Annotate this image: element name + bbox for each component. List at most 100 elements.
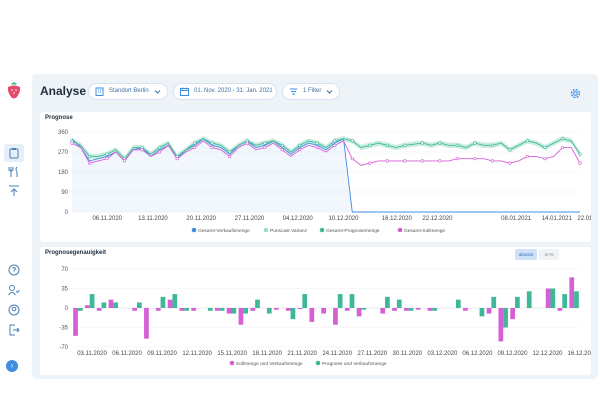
x-tick-label: 18.11.2020 [252, 351, 282, 357]
x-tick-label: 22.01.2021 [577, 216, 591, 222]
filter-dropdown[interactable]: 1 Filter [282, 83, 340, 100]
target-line-point [315, 145, 319, 150]
target-line-point [157, 150, 162, 154]
logout-icon[interactable] [8, 324, 20, 336]
forecast-sales-bar [562, 294, 568, 308]
target-sales-bar [238, 308, 244, 325]
target-line-point [455, 157, 459, 161]
x-tick-label: 10.12.2020 [328, 216, 359, 222]
forecast-line [71, 138, 581, 160]
calendar-icon [180, 87, 189, 96]
target-line-point [245, 141, 249, 145]
settings-gear-icon[interactable] [570, 86, 581, 99]
sidebar: › [0, 0, 28, 400]
forecast-sales-bar [89, 294, 95, 308]
target-line-point [122, 159, 127, 163]
x-tick-label: 06.12.2020 [462, 351, 493, 357]
forecast-line-point [210, 141, 214, 145]
forecast-line-point [193, 141, 197, 145]
target-sales-bar [274, 308, 279, 310]
sales-line [71, 137, 580, 213]
x-tick-label: 13.11.2020 [138, 216, 168, 222]
forecast-line-point [560, 137, 565, 141]
legend-swatch [229, 360, 235, 366]
forecast-sales-bar [231, 308, 237, 314]
forecast-line-point [473, 141, 477, 145]
target-sales-bar [144, 308, 149, 339]
target-sales-bar [250, 308, 256, 311]
clipboard-icon[interactable] [8, 147, 20, 159]
target-sales-bar [155, 308, 161, 311]
forecast-sales-bar [432, 308, 438, 311]
x-tick-label: 12.11.2020 [182, 351, 212, 357]
forecast-sales-bar [219, 308, 225, 311]
fork-knife-icon[interactable] [8, 166, 20, 178]
legend-label: Gesamt-Sollmenge [404, 228, 445, 234]
y-tick-label: -70 [59, 345, 68, 351]
forecast-line-point [263, 141, 267, 145]
expand-sidebar-button[interactable]: › [6, 360, 18, 372]
target-line-point [368, 161, 372, 165]
forecast-sales-bar [515, 296, 520, 308]
accuracy-card: Prognosegenauigkeit absolut in % 70 35 0 -3… [40, 247, 591, 375]
target-line-point [543, 157, 547, 161]
target-sales-bar [427, 308, 433, 311]
actual-area [72, 138, 580, 212]
target-sales-bar [510, 308, 516, 320]
forecast-sales-bar [184, 308, 189, 311]
target-line-point [228, 154, 232, 159]
target-sales-bar [132, 308, 137, 311]
legend-label: Sollmenge und Verkaufsmenge [236, 361, 303, 367]
legend-label: Prognose und Verkaufsmenge [322, 361, 387, 367]
x-tick-label: 14.01.2021 [542, 216, 573, 222]
forecast-sales-bar [172, 294, 178, 308]
target-sales-bar [226, 308, 232, 314]
x-tick-label: 06.11.2020 [92, 216, 122, 222]
location-dropdown[interactable]: Standort Berlin [88, 83, 168, 100]
target-sales-bar [356, 308, 362, 317]
date-range-picker[interactable]: 01. Nov. 2020 - 31. Jan. 2021 [173, 83, 277, 100]
x-tick-label: 21.11.2020 [287, 351, 317, 357]
forecast-sales-bar [550, 288, 556, 308]
legend-swatch [263, 227, 269, 233]
user-check-icon[interactable] [8, 284, 20, 296]
account-icon[interactable] [8, 304, 20, 316]
forecast-line-point [368, 143, 372, 147]
toggle-absolute-button[interactable]: absolut [515, 249, 537, 260]
y-tick-label: 35 [61, 287, 68, 293]
toggle-percent-button[interactable]: in % [539, 249, 559, 260]
target-line-point [350, 157, 354, 161]
target-line-point [438, 159, 442, 163]
forecast-card: Prognose 0 90 180 270 360 06.11.2020 13.11.202… [40, 112, 591, 242]
target-line-point [175, 157, 179, 161]
nav-active-highlight [4, 144, 24, 162]
forecast-sales-bar [491, 296, 497, 308]
legend-label: Gesamt-Prognosemenge [326, 228, 380, 234]
chevron-down-icon [154, 90, 161, 94]
target-line-point [193, 145, 197, 150]
target-line-point [87, 161, 92, 165]
help-icon[interactable] [8, 264, 20, 276]
forecast-line-point [403, 143, 407, 147]
accuracy-chart: 70 35 0 -35 -70 03.11.2020 06.11.2020 09.11.202… [59, 267, 591, 367]
target-sales-bar [309, 308, 315, 322]
target-line-point [473, 157, 477, 161]
forecast-line-point [420, 141, 424, 145]
forecast-line-point [385, 143, 389, 147]
target-line-point [105, 157, 109, 161]
forecast-sales-bar [337, 294, 343, 308]
upload-icon[interactable] [8, 185, 20, 197]
x-tick-label: 12.12.2020 [532, 351, 563, 357]
x-tick-label: 15.11.2020 [217, 351, 247, 357]
strawberry-logo-icon [6, 82, 22, 100]
target-line-point [560, 145, 565, 150]
legend-swatch [319, 227, 325, 233]
forecast-line-point [87, 154, 92, 159]
forecast-sales-bar [290, 308, 296, 320]
target-sales-bar [167, 299, 173, 308]
forecast-sales-bar [77, 308, 83, 311]
forecast-sales-bar [255, 299, 260, 308]
forecast-line-point [578, 152, 582, 156]
x-tick-label: 22.12.2020 [422, 216, 453, 222]
forecast-sales-bar [526, 291, 532, 308]
